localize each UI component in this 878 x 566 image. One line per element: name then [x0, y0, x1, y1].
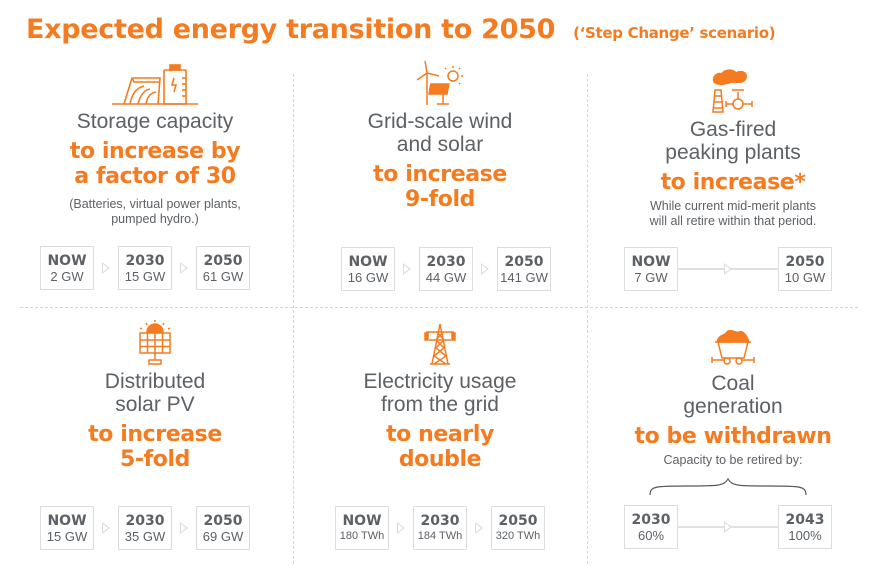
- card-label: Gas-fired peaking plants: [665, 118, 801, 164]
- card-note: (Batteries, virtual power plants, pumped…: [69, 197, 241, 226]
- title-row: Expected energy transition to 2050 (‘Ste…: [26, 14, 776, 45]
- timeline-gas: NOW 7 GW 2050 10 GW: [624, 247, 832, 291]
- card-distributed-solar: Distributed solar PV to increase 5-fold: [20, 318, 290, 472]
- card-grid-scale-wind-solar: Grid-scale wind and solar to increase 9-…: [298, 58, 582, 212]
- timeline-box: NOW 7 GW: [624, 247, 678, 291]
- wind-turbine-solar-panel-icon: [415, 58, 465, 106]
- gas-plant-icon: [708, 66, 758, 114]
- connector-arrow-icon: [678, 263, 778, 275]
- timeline-storage: NOW 2 GW 2030 15 GW 2050 61 GW: [40, 246, 250, 290]
- timeline-coal: 2030 60% 2043 100%: [624, 505, 832, 549]
- card-label: Coal generation: [683, 372, 783, 418]
- arrow-icon: [172, 522, 196, 534]
- arrow-icon: [395, 263, 419, 275]
- card-coal-generation: Coal generation to be withdrawn Capacity…: [592, 326, 874, 468]
- timeline-box: 2030 44 GW: [419, 247, 473, 291]
- card-gas-fired-peaking: Gas-fired peaking plants to increase* Wh…: [592, 66, 874, 229]
- card-note: Capacity to be retired by:: [663, 453, 803, 467]
- card-storage-capacity: Storage capacity to increase by a factor…: [20, 58, 290, 227]
- timeline-wind-solar: NOW 16 GW 2030 44 GW 2050 141 GW: [341, 247, 551, 291]
- timeline-box: 2030 60%: [624, 505, 678, 549]
- arrow-icon: [467, 522, 491, 534]
- arrow-icon: [94, 262, 118, 274]
- arrow-icon: [172, 262, 196, 274]
- timeline-box: 2050 320 TWh: [491, 506, 545, 550]
- timeline-box: 2030 184 TWh: [413, 506, 467, 550]
- arrow-icon: [94, 522, 118, 534]
- arrow-icon: [389, 522, 413, 534]
- card-headline: to nearly double: [386, 422, 494, 472]
- divider-vertical-1: [293, 74, 294, 564]
- card-label: Storage capacity: [76, 110, 234, 133]
- timeline-electricity-usage: NOW 180 TWh 2030 184 TWh 2050 320 TWh: [335, 506, 545, 550]
- timeline-box: 2043 100%: [778, 505, 832, 549]
- coal-cart-icon: [711, 326, 755, 368]
- card-headline: to increase*: [660, 170, 806, 195]
- arrow-icon: [473, 263, 497, 275]
- card-headline: to increase by a factor of 30: [69, 139, 241, 189]
- divider-horizontal: [20, 307, 858, 308]
- timeline-box: 2050 61 GW: [196, 246, 250, 290]
- scenario-subtitle: (‘Step Change’ scenario): [573, 24, 776, 42]
- timeline-distributed-solar: NOW 15 GW 2030 35 GW 2050 69 GW: [40, 506, 250, 550]
- timeline-box: 2030 15 GW: [118, 246, 172, 290]
- rooftop-solar-panel-icon: [135, 318, 175, 366]
- timeline-box: NOW 180 TWh: [335, 506, 389, 550]
- divider-vertical-2: [587, 74, 588, 564]
- timeline-box: NOW 16 GW: [341, 247, 395, 291]
- card-note: While current mid-merit plants will all …: [649, 199, 817, 228]
- card-headline: to be withdrawn: [634, 424, 832, 449]
- bracket-icon: [649, 478, 807, 496]
- transmission-tower-icon: [422, 318, 458, 366]
- card-electricity-usage: Electricity usage from the grid to nearl…: [298, 318, 582, 472]
- card-label: Grid-scale wind and solar: [367, 110, 513, 156]
- timeline-box: 2050 141 GW: [497, 247, 551, 291]
- timeline-box: NOW 2 GW: [40, 246, 94, 290]
- page-title: Expected energy transition to 2050: [26, 14, 556, 45]
- card-label: Distributed solar PV: [104, 370, 206, 416]
- timeline-box: 2050 69 GW: [196, 506, 250, 550]
- timeline-box: NOW 15 GW: [40, 506, 94, 550]
- pumped-hydro-battery-icon: [110, 58, 200, 106]
- card-label: Electricity usage from the grid: [363, 370, 517, 416]
- card-headline: to increase 9-fold: [373, 162, 507, 212]
- connector-arrow-icon: [678, 521, 778, 533]
- timeline-box: 2030 35 GW: [118, 506, 172, 550]
- timeline-box: 2050 10 GW: [778, 247, 832, 291]
- card-headline: to increase 5-fold: [88, 422, 222, 472]
